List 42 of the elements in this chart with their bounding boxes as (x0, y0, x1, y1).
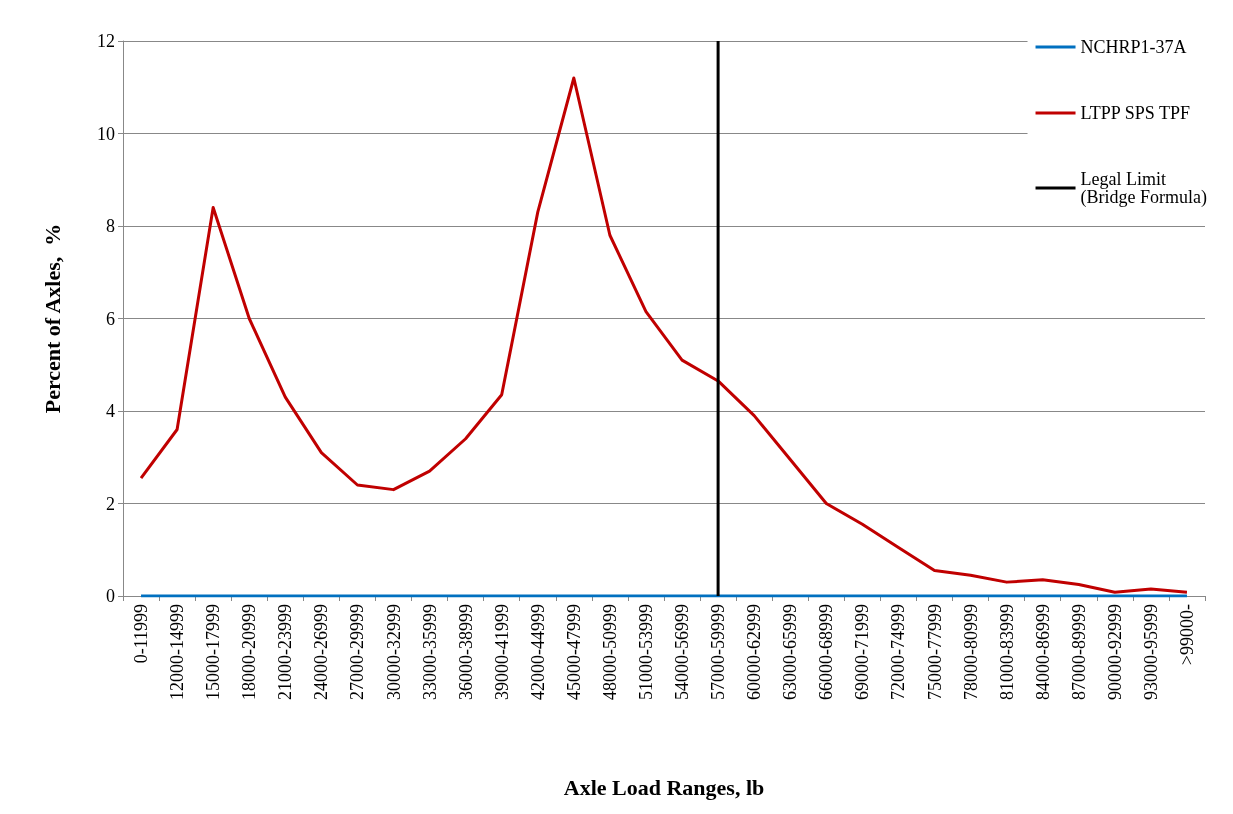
x-tick-label: 72000-74999 (888, 604, 909, 700)
x-tick-label: 84000-86999 (1032, 604, 1053, 700)
legend-label: NCHRP1-37A (1080, 37, 1187, 57)
y-tick-label: 0 (106, 586, 115, 606)
x-tick-label: 90000-92999 (1104, 604, 1125, 700)
x-tick-label: 39000-41999 (491, 604, 512, 700)
x-tick-label: 81000-83999 (996, 604, 1017, 700)
x-tick-label: 93000-95999 (1140, 604, 1161, 700)
y-tick-label: 6 (106, 308, 115, 329)
x-tick-label: 36000-38999 (455, 604, 476, 700)
x-tick-label: 75000-77999 (924, 604, 945, 700)
y-tick-label: 8 (106, 216, 115, 236)
x-tick-label: 15000-17999 (203, 604, 224, 700)
y-axis-title: Percent of Axles, % (39, 223, 65, 414)
y-tick-label: 4 (106, 401, 115, 421)
legend-label: Legal Limit (Bridge Formula) (1080, 169, 1208, 208)
x-tick-label: 12000-14999 (167, 604, 188, 700)
x-tick-label: 48000-50999 (599, 604, 620, 700)
x-tick-label: 87000-89999 (1068, 604, 1089, 700)
x-tick-label: 24000-26999 (311, 604, 332, 700)
x-tick-label: 42000-44999 (527, 604, 548, 700)
x-tick-label: 63000-65999 (780, 604, 801, 700)
x-tick-label: 33000-35999 (419, 604, 440, 700)
y-tick-label: 10 (97, 123, 115, 144)
x-tick-label: 69000-71999 (852, 604, 873, 700)
x-tick-label: 30000-32999 (383, 604, 404, 700)
x-tick-label: 45000-47999 (563, 604, 584, 700)
y-tick-label: 2 (106, 493, 115, 514)
y-tick-label: 12 (97, 31, 115, 51)
x-tick-label: 60000-62999 (744, 604, 765, 700)
x-tick-label: 18000-20999 (239, 604, 260, 700)
x-tick-label: 0-11999 (131, 604, 152, 664)
x-tick-label: 21000-23999 (275, 604, 296, 700)
x-tick-label: >99000- (1176, 604, 1197, 666)
x-axis-title: Axle Load Ranges, lb (563, 774, 765, 800)
x-tick-label: 66000-68999 (816, 604, 837, 700)
x-tick-label: 54000-56999 (672, 604, 693, 700)
x-tick-label: 78000-80999 (960, 604, 981, 700)
x-tick-label: 51000-53999 (635, 604, 656, 700)
x-tick-label: 27000-29999 (347, 604, 368, 700)
x-tick-label: 57000-59999 (708, 604, 729, 700)
legend-label: LTPP SPS TPF (1080, 103, 1190, 123)
